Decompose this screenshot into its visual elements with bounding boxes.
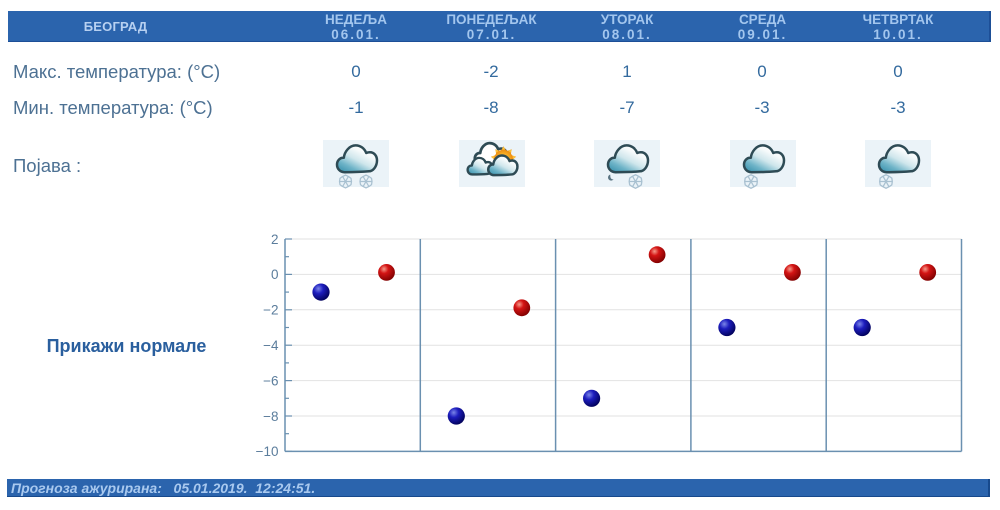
svg-text:2: 2 [271, 232, 279, 247]
svg-text:−4: −4 [263, 338, 279, 353]
svg-text:−2: −2 [263, 303, 278, 318]
svg-text:−6: −6 [263, 373, 278, 388]
svg-text:−8: −8 [263, 409, 278, 424]
svg-text:−10: −10 [256, 444, 279, 459]
svg-text:0: 0 [271, 267, 279, 282]
